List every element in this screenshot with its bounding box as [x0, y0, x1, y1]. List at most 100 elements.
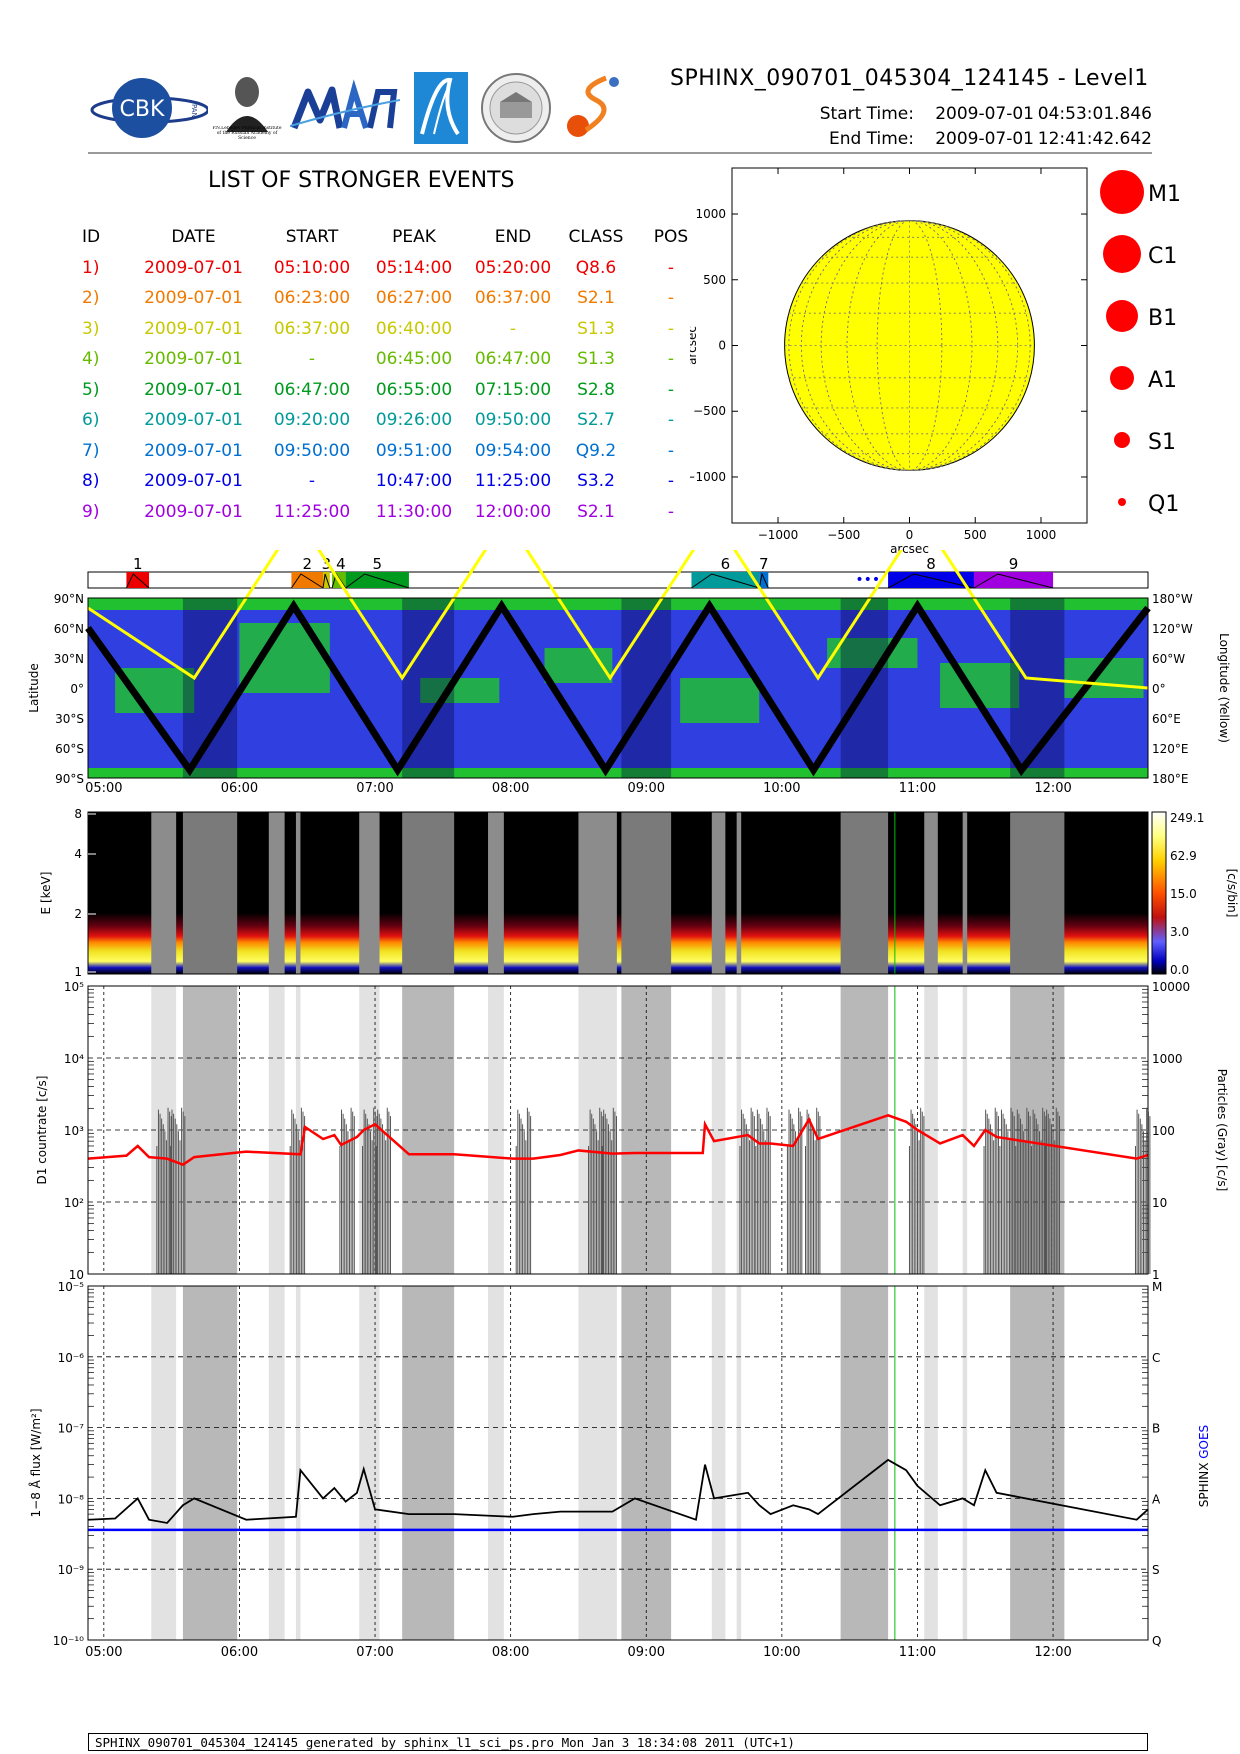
spectrogram-gap-light — [711, 812, 726, 974]
spectrogram-y-tick: 4 — [74, 847, 82, 861]
countrate-frame — [87, 985, 1149, 1275]
event-cell-start: 11:25:00 — [273, 501, 351, 522]
timeline-label: 2 — [302, 555, 312, 573]
flux-shade-dark — [1010, 1286, 1065, 1640]
colorbar-tick: 249.1 — [1170, 811, 1204, 825]
spectrogram-gap-light — [359, 812, 380, 974]
event-cell-id: 4) — [82, 349, 100, 370]
flux-y-label: 1−8 Å flux [W/m²] — [28, 1408, 43, 1517]
col-class: CLASS — [568, 227, 624, 248]
timeline-label: 7 — [759, 555, 769, 573]
spectrogram-gap-dark — [1010, 812, 1065, 974]
col-pos: POS — [653, 227, 689, 248]
timeline-event-5 — [345, 572, 409, 588]
event-cell-end: 09:50:00 — [474, 410, 552, 431]
timeline-event-profile — [345, 573, 410, 589]
timeline-label: 9 — [1009, 555, 1019, 573]
event-cell-pos: - — [667, 379, 675, 400]
legend-goes: GOES — [1197, 1425, 1211, 1459]
event-cell-pos: - — [667, 440, 675, 461]
spectrogram-frame — [87, 811, 1149, 975]
event-cell-cls: S1.3 — [577, 349, 615, 370]
timeline-event-profile — [973, 573, 1054, 589]
flare-class-legend-group: M1 C1 B1 A1 S1 Q1 — [1100, 170, 1181, 517]
events-body: 1) 2009-07-01 05:10:00 05:14:00 05:20:00 Q8.6… — [82, 253, 711, 528]
x-tick-label: −1000 — [758, 528, 799, 542]
y-tick-label: 500 — [703, 273, 726, 287]
orbit-x-tick: 07:00 — [356, 781, 393, 796]
legend-marker-C1 — [1103, 235, 1141, 273]
event-cell-pos: - — [667, 410, 675, 431]
event-cell-pos: - — [667, 257, 675, 278]
spectrogram-gap-light — [736, 812, 742, 974]
event-cell-date: 2009-07-01 — [144, 379, 243, 400]
spectrogram-gap-dark — [402, 812, 455, 974]
flux-x-tick: 11:00 — [899, 1645, 936, 1660]
orbit-lat-tick: 60°N — [54, 622, 84, 636]
flux-x-tick: 06:00 — [221, 1645, 258, 1660]
orbit-x-tick: 12:00 — [1034, 781, 1071, 796]
timeline-event-profile — [125, 573, 150, 589]
event-row: 5) 2009-07-01 06:47:00 06:55:00 07:15:00 S2.8… — [82, 375, 711, 406]
orbit-lon-tick: 180°E — [1152, 772, 1189, 786]
legend-marker-B1 — [1106, 300, 1138, 332]
legend-marker-Q1 — [1118, 498, 1126, 506]
orbit-x-tick: 08:00 — [492, 781, 529, 796]
event-row: 3) 2009-07-01 06:37:00 06:40:00 - S1.3 - — [82, 314, 711, 345]
x-tick-label: 1000 — [1026, 528, 1057, 542]
flux-y-tick: 10⁻¹⁰ — [53, 1634, 84, 1648]
event-cell-end: 06:47:00 — [474, 349, 552, 370]
legend-label-C1: C1 — [1148, 244, 1177, 269]
spectrogram-y-tick: 8 — [74, 807, 82, 821]
orbit-lon-tick: 0° — [1152, 682, 1166, 696]
orbit-longitude-line — [87, 550, 1149, 690]
timeline-label: 8 — [926, 555, 936, 573]
y-axis-label: arcsec — [690, 326, 699, 365]
colorbar-tick: 3.0 — [1170, 925, 1189, 939]
col-id: ID — [82, 227, 101, 248]
spectrogram-gap-light — [295, 812, 301, 974]
event-cell-end: 12:00:00 — [474, 501, 552, 522]
countrate-y-tick-right: 1000 — [1152, 1052, 1183, 1066]
x-tick-label: −500 — [827, 528, 860, 542]
y-tick-label: 1000 — [695, 207, 726, 221]
event-cell-date: 2009-07-01 — [144, 501, 243, 522]
flux-class-tick: B — [1152, 1422, 1160, 1436]
spectrogram-y-tick: 1 — [74, 965, 82, 979]
orbit-lat-tick: 60°S — [55, 742, 84, 756]
timeline-event-profile — [290, 573, 324, 589]
event-row: 4) 2009-07-01 - 06:45:00 06:47:00 S1.3 - — [82, 344, 711, 375]
flux-x-tick: 05:00 — [85, 1645, 122, 1660]
orbit-lat-tick: 90°S — [55, 772, 84, 786]
flux-x-tick: 08:00 — [492, 1645, 529, 1660]
y-tick-label: −500 — [693, 404, 726, 418]
header-divider — [88, 152, 1152, 154]
lebedev-logo: P.N.Lebedev Physical Institute of the Ru… — [212, 77, 282, 141]
orbit-x-tick: 09:00 — [628, 781, 665, 796]
orbit-lon-tick: 60°W — [1152, 652, 1185, 666]
spectrogram-gap-dark — [840, 812, 889, 974]
page-title: SPHINX_090701_045304_124145 - Level1 — [670, 66, 1149, 91]
event-row: 2) 2009-07-01 06:23:00 06:27:00 06:37:00 S2.1… — [82, 283, 711, 314]
countrate-y-tick: 10⁴ — [64, 1052, 84, 1066]
timeline-event-profile — [322, 573, 331, 589]
flux-y-tick: 10⁻⁸ — [58, 1492, 85, 1506]
orbit-lon-tick: 120°E — [1152, 742, 1189, 756]
start-time-value: 04:53:01.846 — [1037, 104, 1152, 124]
legend-label-Q1: Q1 — [1148, 492, 1179, 517]
event-cell-end: 06:37:00 — [474, 288, 552, 309]
flux-class-tick: C — [1152, 1351, 1160, 1365]
events-header-row: ID DATE START PEAK END CLASS POS — [82, 222, 711, 253]
event-cell-cls: Q8.6 — [575, 257, 617, 278]
event-cell-id: 2) — [82, 288, 100, 309]
countrate-line — [87, 1113, 1149, 1167]
orbit-map-frame — [87, 597, 1149, 779]
event-cell-date: 2009-07-01 — [144, 257, 243, 278]
timeline-event-profile — [691, 573, 760, 589]
legend-sphinx: SPHINX — [1197, 1459, 1211, 1507]
colorbar-tick: 15.0 — [1170, 887, 1197, 901]
event-cell-id: 5) — [82, 379, 100, 400]
event-cell-pos: - — [667, 349, 675, 370]
event-cell-cls: S1.3 — [577, 318, 615, 339]
spectrogram-gap-light — [578, 812, 617, 974]
